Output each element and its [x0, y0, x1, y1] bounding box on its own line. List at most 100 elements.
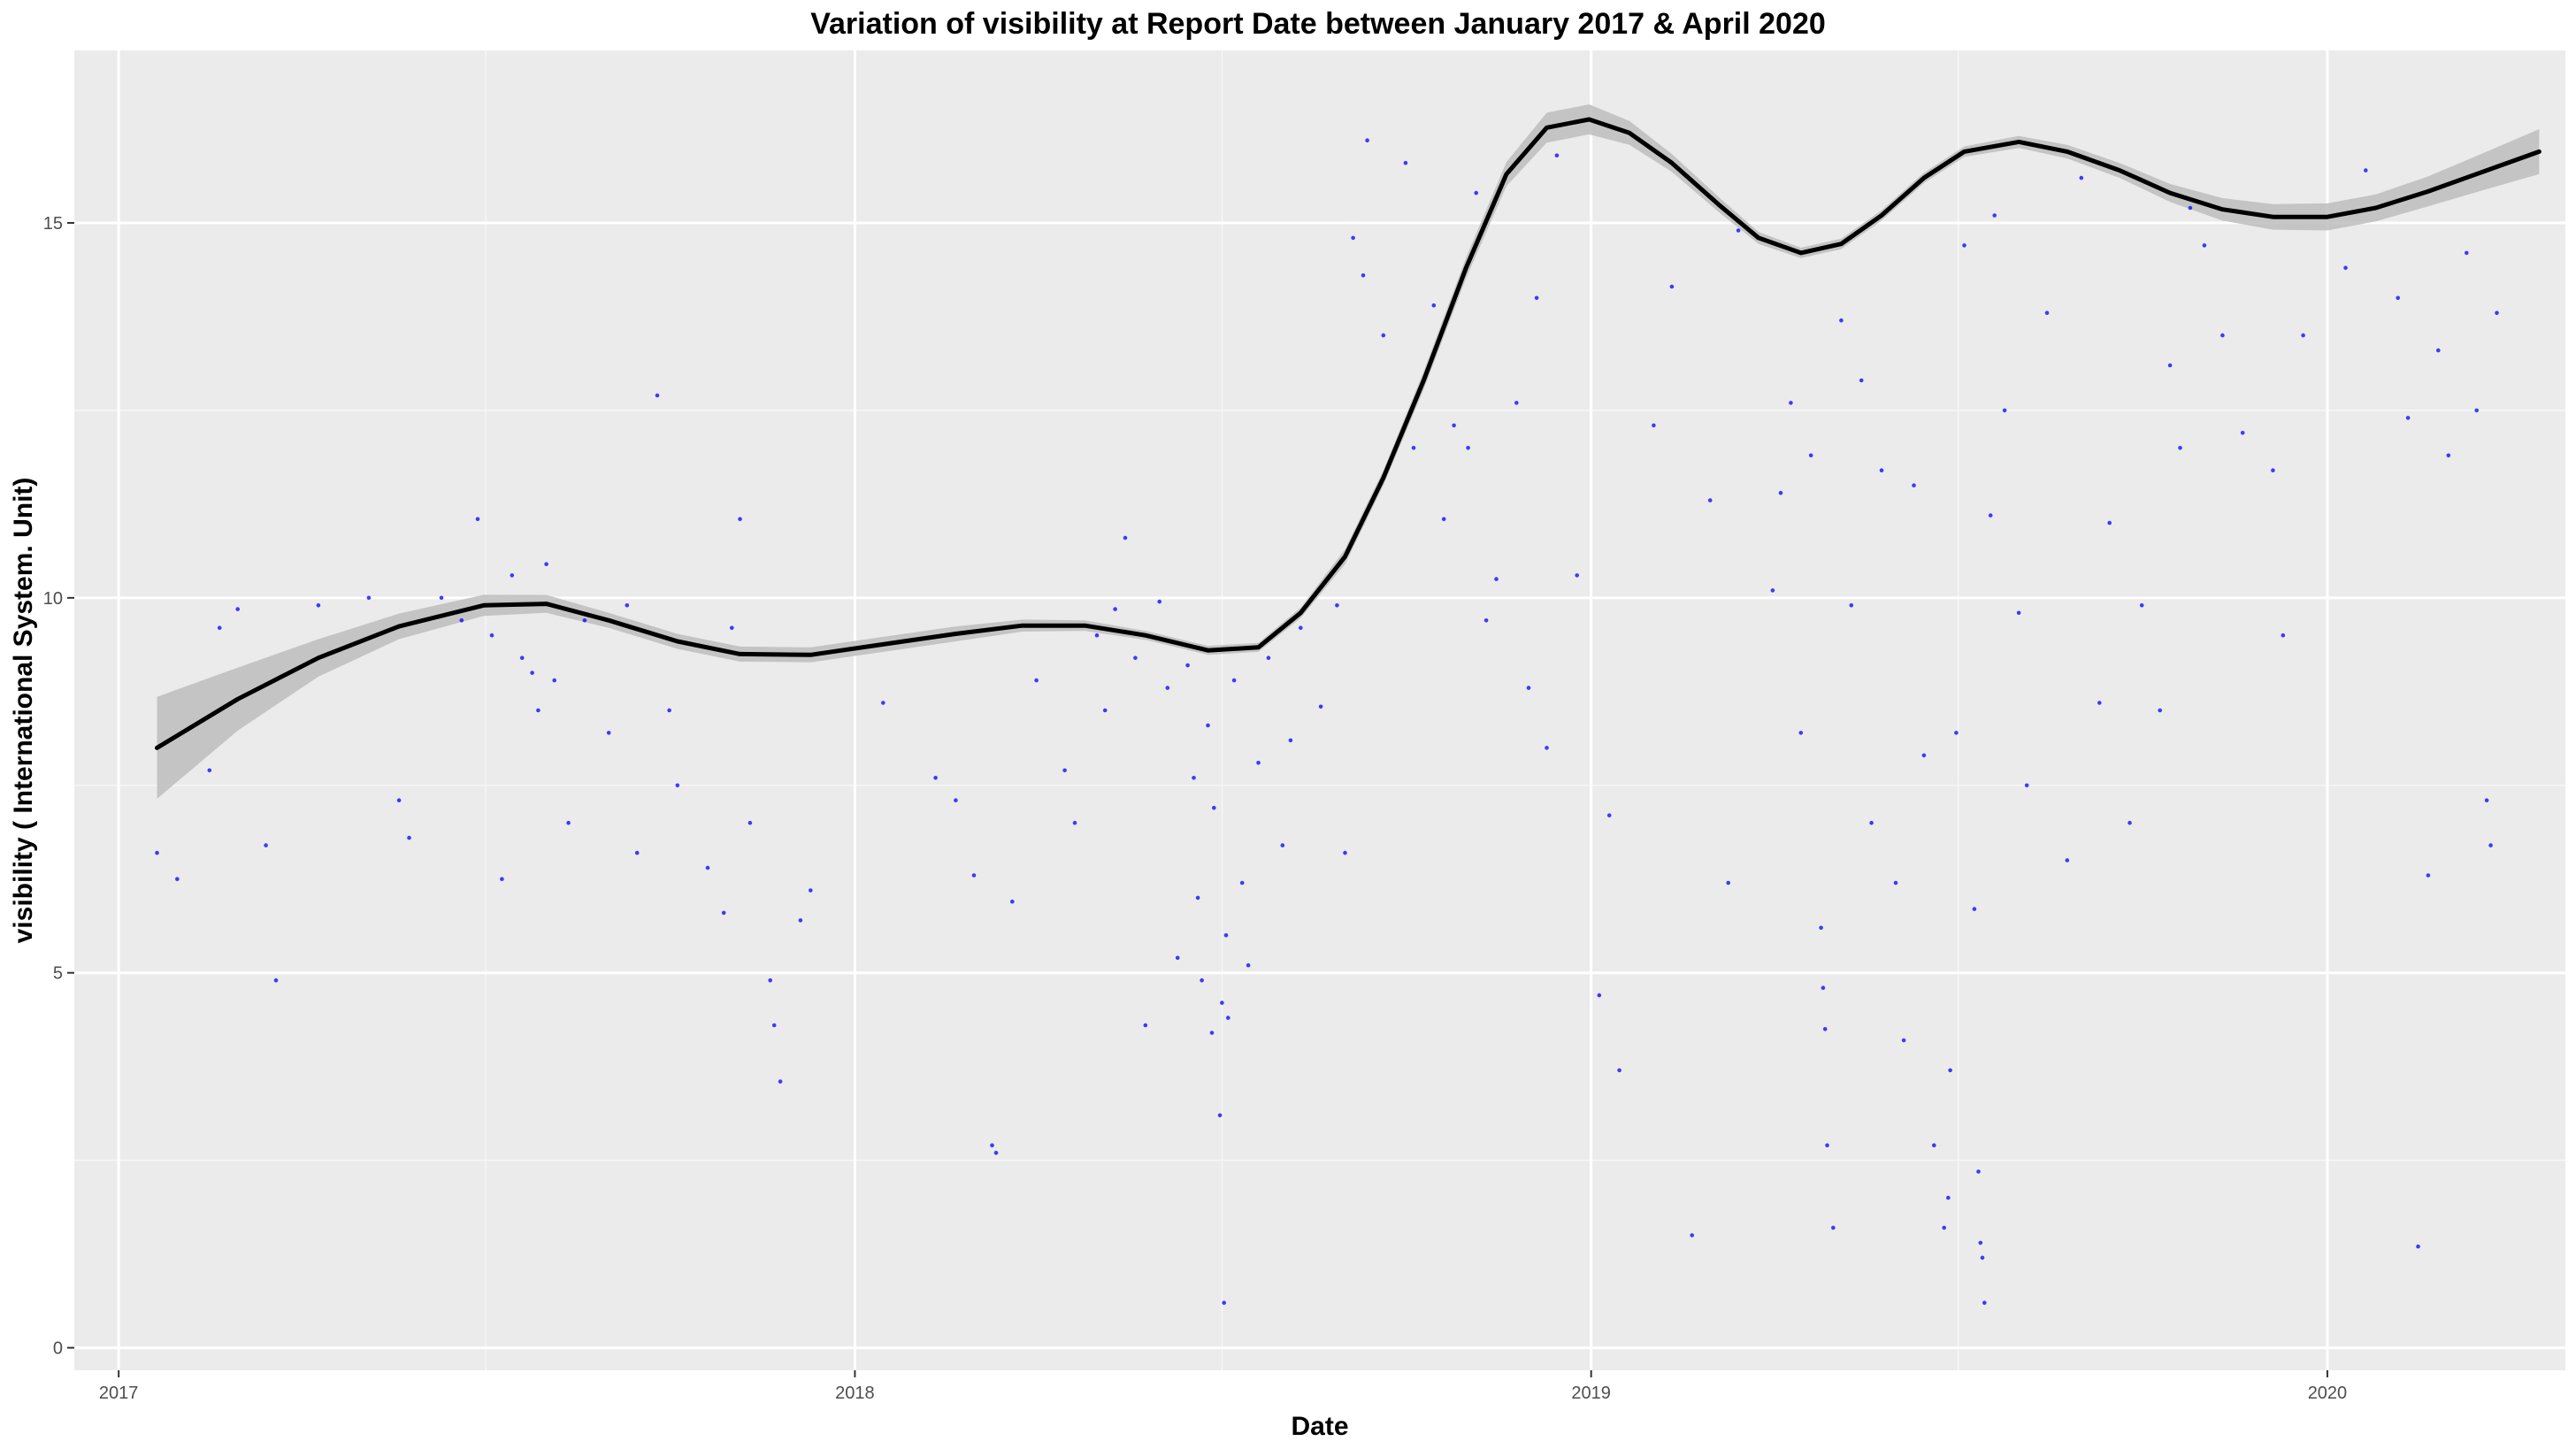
- y-tick-label: 5: [53, 964, 63, 984]
- scatter-point: [1231, 678, 1237, 683]
- scatter-point: [1575, 573, 1579, 578]
- scatter-point: [990, 1143, 994, 1147]
- scatter-point: [207, 768, 212, 773]
- scatter-point: [407, 835, 411, 840]
- scatter-point: [552, 678, 556, 683]
- scatter-points: [155, 138, 2499, 1305]
- scatter-point: [155, 850, 159, 855]
- scatter-point: [1948, 1068, 1952, 1073]
- scatter-point: [1962, 243, 1966, 248]
- scatter-point: [2065, 858, 2070, 862]
- scatter-point: [1808, 453, 1813, 458]
- scatter-point: [1726, 880, 1730, 886]
- smooth-trend-line: [155, 117, 2542, 750]
- scatter-point: [536, 708, 540, 713]
- scatter-point: [366, 595, 372, 601]
- scatter-point: [544, 562, 548, 566]
- scatter-point: [1514, 401, 1519, 405]
- scatter-point: [933, 776, 938, 780]
- scatter-point: [1778, 490, 1783, 495]
- scatter-point: [2097, 701, 2102, 705]
- scatter-point: [264, 843, 268, 847]
- scatter-point: [1034, 678, 1039, 683]
- scatter-point: [1072, 820, 1077, 825]
- scatter-point: [1133, 656, 1138, 660]
- scatter-point: [954, 798, 958, 802]
- scatter-point: [1185, 663, 1190, 668]
- scatter-point: [175, 877, 180, 881]
- scatter-point: [730, 625, 734, 631]
- scatter-point: [705, 865, 710, 870]
- scatter-point: [2178, 446, 2182, 450]
- scatter-point: [1343, 850, 1347, 855]
- scatter-point: [768, 978, 772, 983]
- scatter-point: [1431, 303, 1437, 308]
- scatter-point: [1381, 333, 1386, 338]
- x-tick-label: 2020: [2308, 1384, 2348, 1403]
- scatter-point: [1669, 284, 1675, 289]
- scatter-point: [1206, 723, 1210, 728]
- scatter-point: [2301, 333, 2305, 338]
- scatter-point: [1403, 160, 1408, 165]
- scatter-point: [1912, 483, 1916, 487]
- scatter-point: [1946, 1195, 1951, 1200]
- scatter-point: [2364, 168, 2368, 172]
- scatter-point: [2024, 783, 2029, 788]
- scatter-point: [1280, 843, 1285, 847]
- scatter-point: [1102, 708, 1108, 713]
- scatter-point: [1789, 401, 1793, 405]
- scatter-point: [1770, 588, 1775, 593]
- scatter-point: [316, 603, 321, 608]
- scatter-point: [1819, 925, 1823, 931]
- scatter-point: [489, 632, 494, 638]
- scatter-point: [582, 618, 587, 623]
- scatter-point: [1545, 746, 1549, 750]
- scatter-point: [1246, 962, 1251, 968]
- scatter-point: [667, 708, 671, 713]
- scatter-point: [1157, 599, 1162, 604]
- scatter-point: [1617, 1068, 1622, 1073]
- scatter-point: [771, 1023, 777, 1028]
- scatter-point: [738, 517, 742, 522]
- scatter-point: [1365, 138, 1369, 142]
- scatter-point: [1441, 517, 1446, 522]
- scatter-point: [2484, 798, 2489, 802]
- scatter-point: [675, 783, 680, 788]
- scatter-point: [2128, 820, 2132, 825]
- scatter-point: [510, 573, 515, 578]
- scatter-point: [475, 517, 480, 522]
- scatter-point: [2158, 708, 2162, 713]
- scatter-point: [1526, 686, 1531, 690]
- scatter-point: [748, 820, 753, 825]
- y-tick-label: 15: [43, 214, 63, 234]
- scatter-point: [606, 731, 611, 735]
- scatter-point: [1736, 228, 1741, 233]
- scatter-point: [1474, 190, 1478, 196]
- scatter-point: [2343, 265, 2348, 271]
- scatter-point: [500, 877, 504, 881]
- scatter-point: [1859, 378, 1864, 383]
- scatter-point: [2079, 175, 2084, 180]
- x-axis-title: Date: [1291, 1412, 1348, 1441]
- scatter-point: [2044, 310, 2050, 316]
- scatter-point: [1893, 880, 1898, 886]
- scatter-point: [1954, 731, 1959, 735]
- scatter-point: [625, 603, 630, 608]
- scatter-point: [1988, 513, 1993, 518]
- y-tick-label: 0: [53, 1339, 63, 1359]
- scatter-point: [1932, 1143, 1936, 1147]
- chart-title: Variation of visibility at Report Date b…: [810, 7, 1826, 41]
- scatter-point: [1195, 895, 1200, 901]
- scatter-point: [439, 595, 444, 601]
- x-tick-label: 2019: [1571, 1384, 1611, 1403]
- scatter-point: [2396, 295, 2400, 301]
- scatter-point: [2488, 843, 2493, 847]
- scatter-point: [1707, 498, 1713, 502]
- scatter-point: [1652, 423, 1656, 428]
- scatter-point: [1972, 907, 1977, 911]
- scatter-point: [530, 671, 534, 675]
- scatter-point: [1690, 1233, 1694, 1238]
- scatter-point: [1839, 318, 1844, 323]
- scatter-point: [1318, 704, 1323, 709]
